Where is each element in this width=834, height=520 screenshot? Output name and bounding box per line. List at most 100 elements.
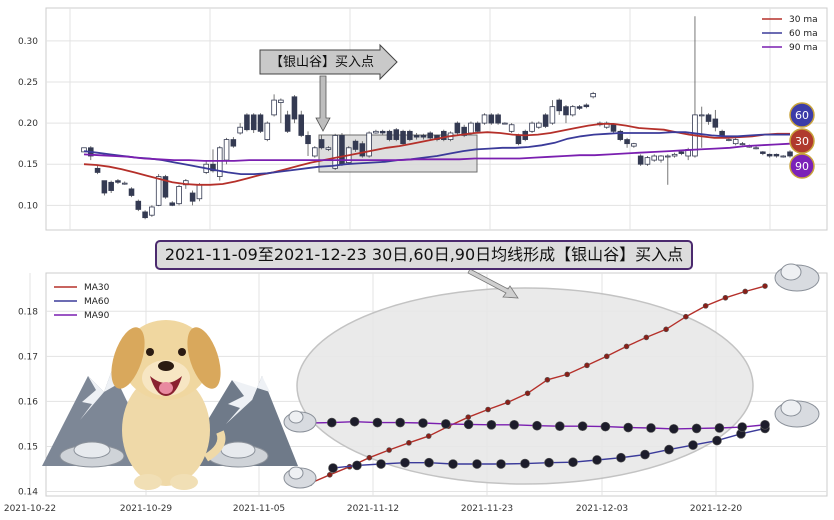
candle (325, 146, 332, 152)
point-ma60 (616, 452, 626, 463)
candle (298, 110, 305, 138)
candle (698, 106, 705, 148)
banner-pointer (467, 268, 519, 299)
point-ma90 (760, 420, 770, 430)
bottom-x-tick: 2021-11-12 (347, 504, 399, 514)
candle (332, 133, 338, 170)
candle (454, 121, 461, 135)
candle (658, 155, 664, 163)
point-ma30 (584, 362, 590, 369)
point-ma60 (640, 449, 650, 460)
candle (366, 131, 372, 158)
legend-ma90: MA90 (84, 311, 110, 321)
top-y-axis: 0.10 0.15 0.20 0.25 0.30 (18, 37, 38, 211)
point-ma30 (702, 303, 709, 309)
candle (488, 113, 495, 125)
candle (563, 105, 569, 124)
point-ma30 (406, 440, 412, 446)
point-ma60 (448, 459, 458, 469)
candle (631, 142, 637, 148)
point-ma90 (714, 423, 725, 433)
candle (780, 155, 786, 158)
point-ma30 (663, 326, 669, 333)
bottom-line-ma30 (309, 285, 766, 485)
point-ma60 (496, 459, 506, 469)
candle (705, 113, 712, 125)
point-ma30 (603, 353, 610, 360)
legend-ma30: MA30 (84, 283, 110, 293)
candle (318, 135, 325, 150)
candle (250, 113, 257, 133)
candle (359, 141, 366, 158)
candle (441, 129, 447, 142)
point-ma30 (465, 414, 472, 420)
candle (556, 98, 562, 115)
candle (393, 128, 400, 142)
point-ma90 (600, 421, 611, 432)
badge-90: 90 (795, 160, 809, 173)
candle (230, 137, 237, 148)
point-ma60 (472, 459, 482, 469)
ma-badges: 60 30 90 (789, 102, 815, 179)
candle (495, 113, 501, 125)
callout-label: 【银山谷】买入点 (270, 55, 374, 70)
point-ma60 (328, 463, 338, 473)
candle (94, 165, 101, 175)
candle (671, 152, 678, 158)
candle (753, 146, 759, 150)
candle (115, 179, 121, 184)
candle (617, 129, 624, 142)
bottom-x-tick: 2021-10-22 (4, 504, 56, 514)
candle (216, 146, 223, 181)
candle (773, 153, 780, 158)
bottom-x-tick: 2021-11-23 (461, 504, 513, 514)
point-ma30 (505, 399, 511, 406)
candle (128, 187, 135, 198)
point-ma30 (386, 447, 392, 453)
candle (529, 121, 535, 133)
candle (712, 109, 719, 132)
point-ma90 (623, 422, 634, 433)
candle (407, 129, 413, 142)
top-ma-lines (83, 123, 791, 186)
bottom-ma-lines (304, 283, 770, 487)
point-ma60 (424, 457, 434, 468)
point-ma30 (762, 283, 768, 289)
point-ma90 (668, 424, 679, 434)
legend-ma60: MA60 (84, 297, 110, 307)
candle (569, 105, 576, 117)
bottom-y-tick: 0.18 (18, 307, 38, 317)
point-ma60 (544, 457, 554, 468)
point-ma60 (688, 440, 698, 450)
candle (766, 153, 773, 158)
candle (549, 100, 556, 125)
bottom-y-tick: 0.16 (18, 397, 38, 407)
bottom-y-tick: 0.17 (18, 352, 38, 362)
candle (101, 180, 108, 196)
highlight-ellipse (296, 287, 754, 485)
candle (169, 201, 176, 207)
buy-point-callout: 【银山谷】买入点 (259, 43, 398, 132)
point-ma90 (486, 420, 497, 430)
bottom-x-tick: 2021-12-20 (690, 504, 743, 514)
badge-60: 60 (795, 109, 809, 122)
candle (149, 205, 155, 217)
badge-30: 30 (795, 135, 809, 148)
point-ma30 (683, 313, 689, 320)
point-ma30 (544, 376, 551, 383)
point-ma30 (643, 334, 650, 341)
point-ma90 (554, 421, 565, 431)
point-ma30 (623, 343, 630, 350)
top-ma-line-60ma (83, 131, 790, 176)
bottom-x-axis: 2021-10-22 2021-10-29 2021-11-05 2021-11-12… (4, 504, 743, 514)
top-ma-line-90ma (83, 142, 791, 162)
top-y-tick: 0.10 (18, 201, 38, 211)
point-ma30 (524, 390, 531, 397)
bottom-x-tick: 2021-11-05 (233, 504, 285, 514)
point-ma60 (376, 459, 386, 469)
top-y-tick: 0.30 (18, 37, 38, 47)
point-ma90 (691, 423, 702, 434)
candle (373, 129, 379, 134)
candle (508, 123, 515, 133)
candle (624, 137, 630, 148)
